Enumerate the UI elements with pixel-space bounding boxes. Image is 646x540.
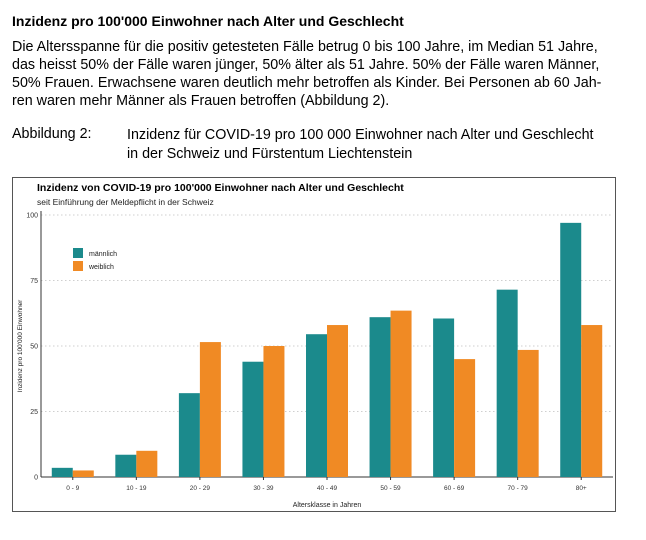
section-heading: Inzidenz pro 100'000 Einwohner nach Alte… bbox=[12, 13, 404, 29]
y-tick-label: 25 bbox=[30, 409, 38, 416]
caption-line: Inzidenz für COVID-19 pro 100 000 Einwoh… bbox=[127, 127, 594, 143]
bar-female bbox=[517, 349, 539, 477]
x-tick-label: 70 - 79 bbox=[508, 485, 529, 492]
x-tick-label: 10 - 19 bbox=[126, 485, 147, 492]
bar-female bbox=[581, 325, 603, 477]
bar-male bbox=[178, 393, 200, 477]
bar-female bbox=[199, 342, 221, 477]
caption-line: in der Schweiz und Fürstentum Liechtenst… bbox=[127, 146, 413, 162]
y-tick-label: 75 bbox=[30, 278, 38, 285]
bar-female bbox=[327, 325, 348, 477]
chart-subtitle: seit Einführung der Meldepflicht in der … bbox=[37, 197, 214, 207]
x-tick-label: 30 - 39 bbox=[253, 485, 274, 492]
x-tick-label: 50 - 59 bbox=[380, 485, 401, 492]
chart-frame: Inzidenz von COVID-19 pro 100'000 Einwoh… bbox=[12, 177, 616, 512]
bar-female bbox=[390, 310, 412, 477]
legend-swatch bbox=[73, 261, 83, 271]
bar-male bbox=[115, 454, 137, 477]
x-tick-label: 40 - 49 bbox=[317, 485, 338, 492]
bar-male bbox=[51, 467, 73, 477]
x-tick-label: 0 - 9 bbox=[66, 485, 79, 492]
paragraph-line: 50% Frauen. Erwachsene waren deutlich me… bbox=[12, 75, 602, 91]
bar-female bbox=[263, 346, 285, 477]
bar-chart: Inzidenz von COVID-19 pro 100'000 Einwoh… bbox=[17, 182, 613, 509]
bar-male bbox=[433, 318, 455, 477]
bar-male bbox=[242, 361, 264, 477]
chart-title: Inzidenz von COVID-19 pro 100'000 Einwoh… bbox=[37, 182, 404, 194]
figure-caption: Inzidenz für COVID-19 pro 100 000 Einwoh… bbox=[127, 126, 594, 164]
bar-male bbox=[496, 289, 518, 477]
bar-female bbox=[454, 359, 476, 477]
y-tick-label: 50 bbox=[30, 344, 38, 351]
x-tick-label: 60 - 69 bbox=[444, 485, 465, 492]
legend-label: männlich bbox=[89, 251, 117, 258]
bar-female bbox=[136, 450, 158, 477]
legend-label: weiblich bbox=[88, 264, 114, 271]
paragraph-line: Die Altersspanne für die positiv geteste… bbox=[12, 39, 598, 55]
bar-male bbox=[560, 222, 582, 477]
y-axis-title: Inzidenz pro 100'000 Einwohner bbox=[17, 299, 24, 393]
bar-male bbox=[306, 334, 327, 477]
x-tick-label: 80+ bbox=[576, 485, 587, 492]
y-tick-label: 0 bbox=[34, 475, 38, 482]
y-tick-label: 100 bbox=[26, 213, 38, 220]
legend-swatch bbox=[73, 248, 83, 258]
paragraph-line: das heisst 50% der Fälle waren jünger, 5… bbox=[12, 57, 600, 73]
figure-label: Abbildung 2: bbox=[12, 126, 92, 142]
paragraph-line: ren waren mehr Männer als Frauen betroff… bbox=[12, 93, 390, 109]
body-paragraph: Die Altersspanne für die positiv geteste… bbox=[12, 38, 630, 110]
bar-female bbox=[72, 470, 94, 477]
bar-male bbox=[369, 317, 391, 477]
x-axis-title: Altersklasse in Jahren bbox=[293, 502, 362, 509]
x-tick-label: 20 - 29 bbox=[190, 485, 211, 492]
